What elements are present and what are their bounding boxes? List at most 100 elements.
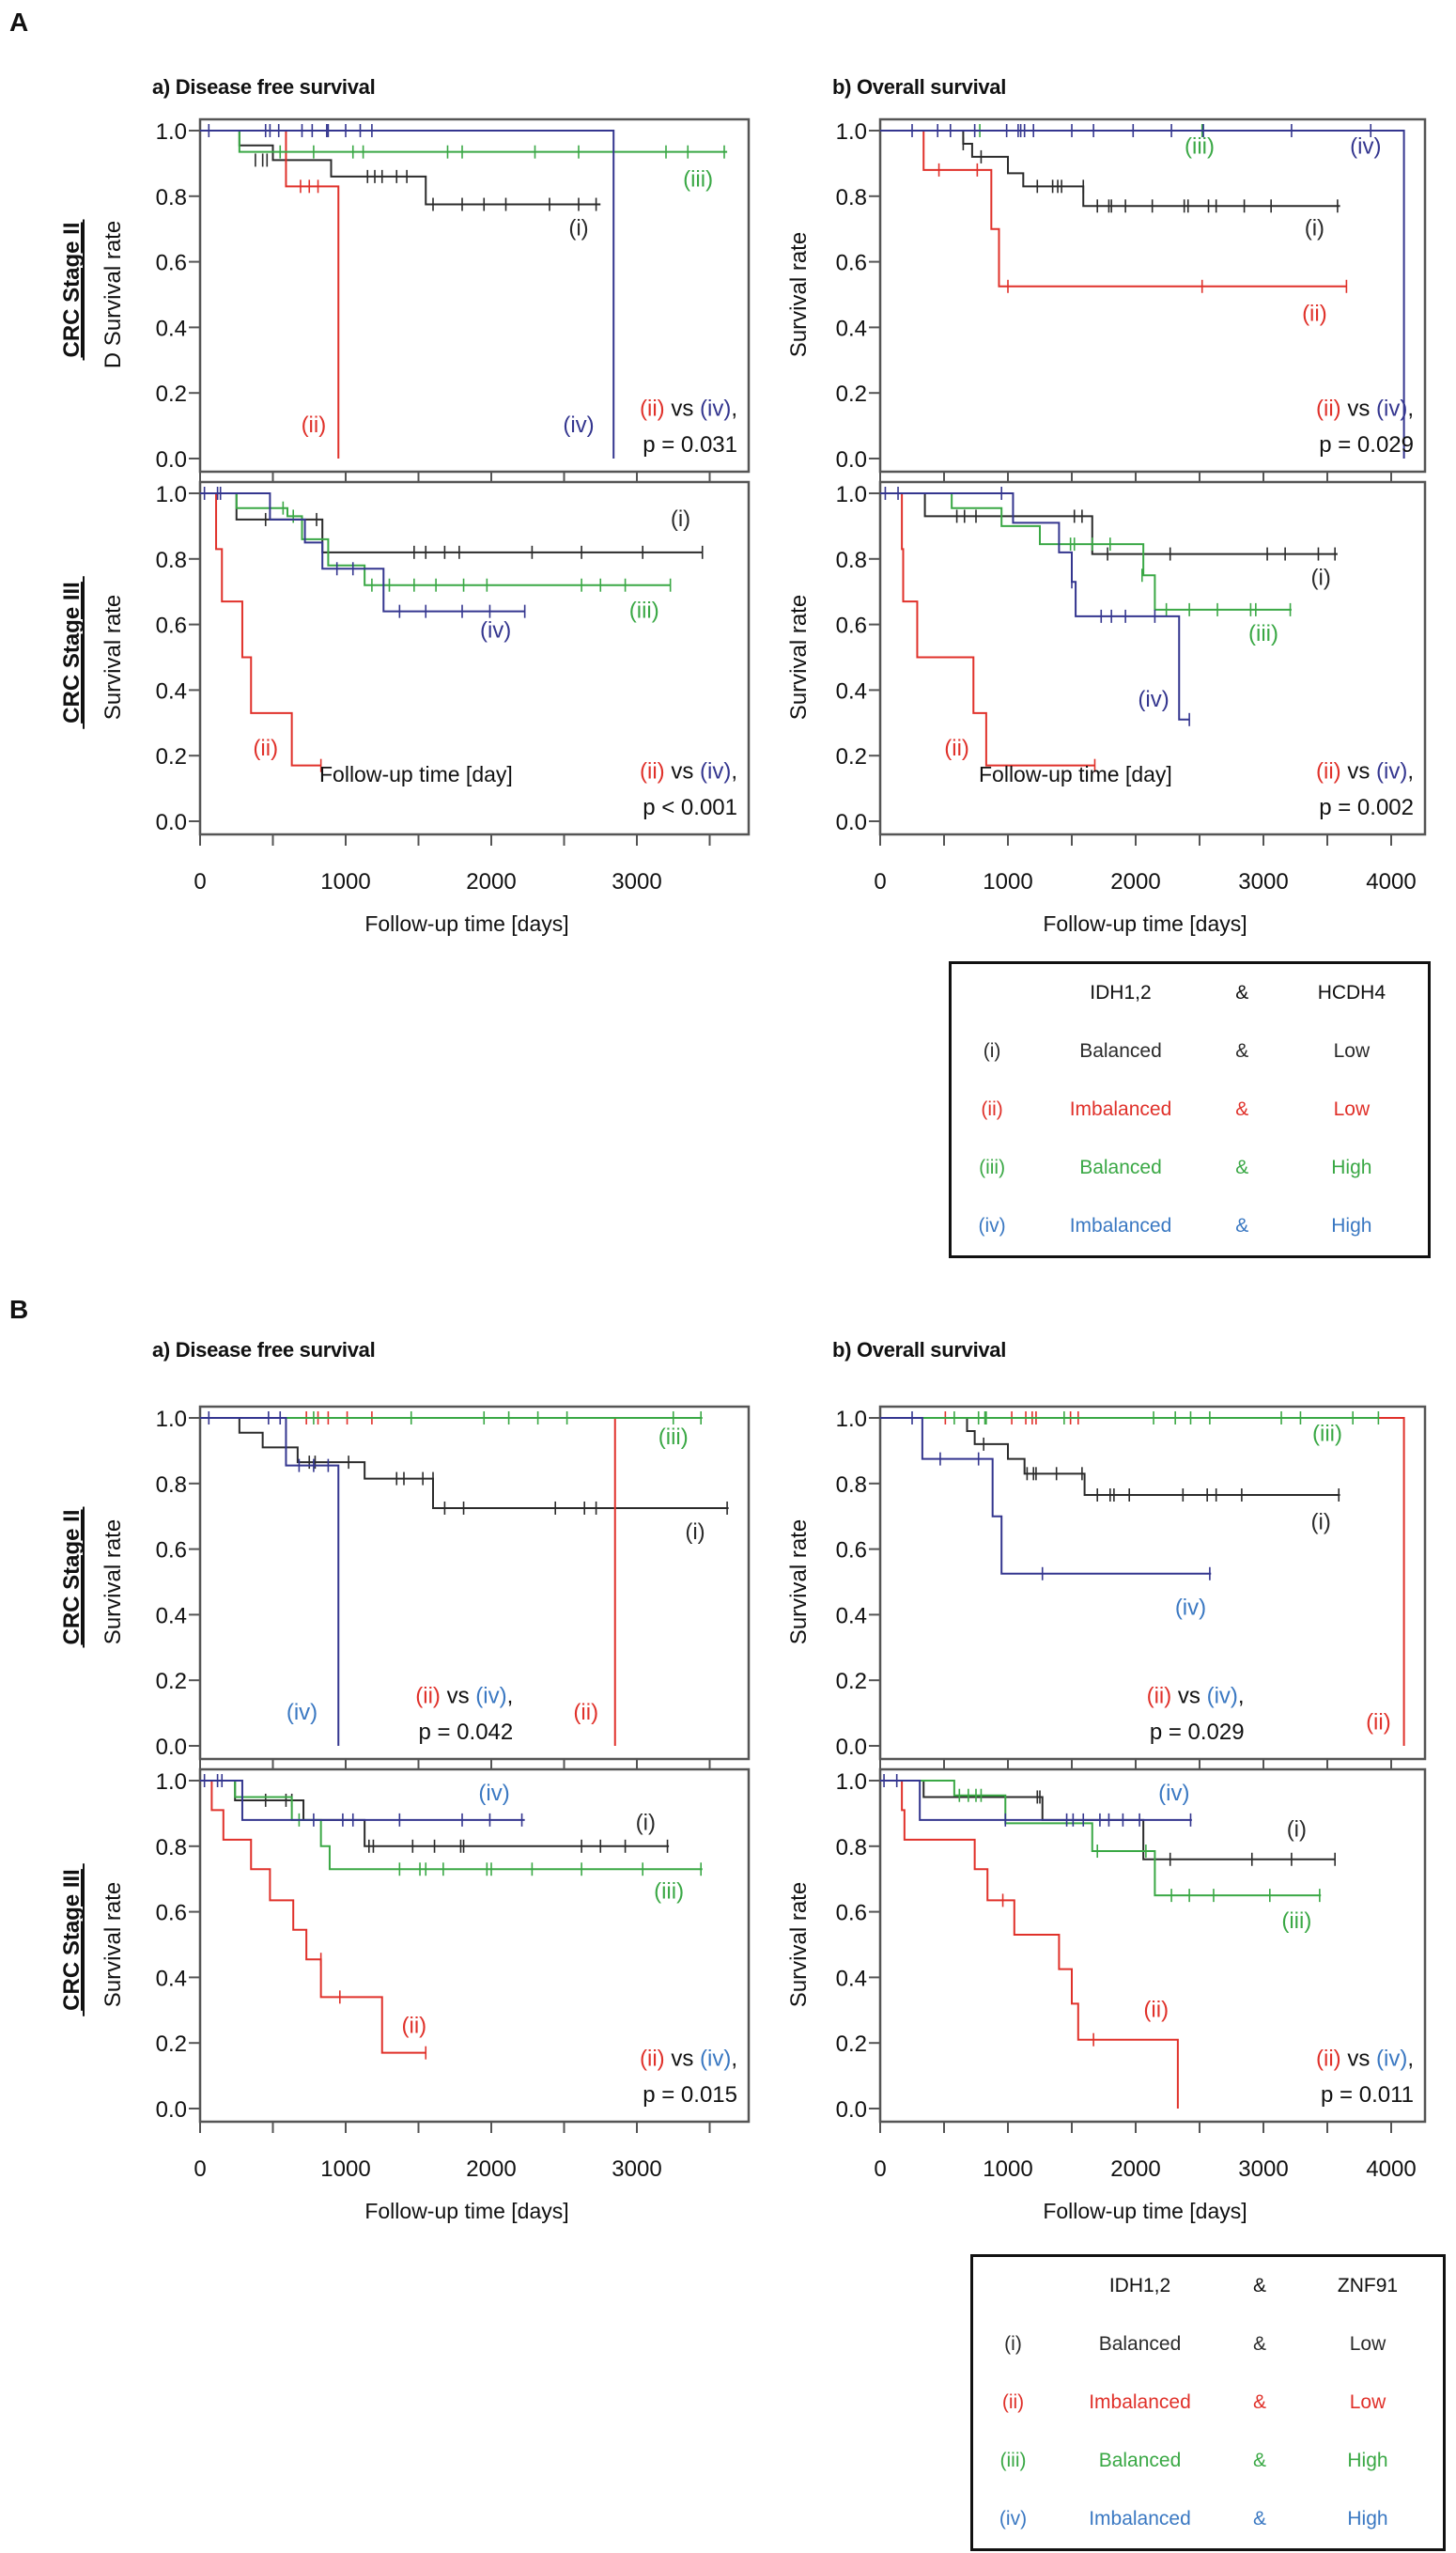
y-axis-label: Survival rate [786,1519,812,1644]
curve-label: (i) [1305,216,1324,241]
y-tick-label: 0.0 [836,810,867,835]
comparison-group-a: (ii) [640,759,665,785]
y-tick-label: 0.8 [156,1835,187,1860]
x-tick-label: 4000 [1366,869,1416,895]
plot-frame [198,1767,751,2124]
comparison-group-b: (iv) [1376,759,1407,785]
chart-a-dfs-stage2: 0.0 0.2 0.4 0.6 0.8 1.0 D Survival rate CRC Sta… [59,117,751,483]
x-tick-label: 1000 [983,869,1032,895]
chart-b-dfs-stage2: 0.0 0.2 0.4 0.6 0.8 1.0 Survival rate CRC Stage… [59,1405,751,1770]
plot-frame [878,480,1427,836]
legend-cell: & [1235,1157,1249,1178]
row-label: CRC Stage III [59,582,85,724]
y-tick-label: 0.8 [156,1472,187,1498]
comparison-group-b: (iv) [475,1684,506,1709]
curve-label: (ii) [1302,301,1327,326]
comparison-vs: vs [665,397,700,422]
legend-row: (ii) Imbalanced & Low [973,2374,1443,2432]
survival-curve-iv [880,1417,1212,1575]
y-tick-label: 0.2 [836,744,867,770]
curve-label: (iv) [563,413,594,438]
legend-cell: & [1252,2450,1266,2471]
comparison-vs: vs [441,1684,475,1709]
curve-label: (iv) [480,618,511,644]
comparison-group-a: (ii) [1316,759,1341,785]
y-tick-label: 0.0 [836,447,867,473]
x-tick-label: 3000 [612,2156,661,2182]
legend-row: (iii) Balanced & High [952,1139,1428,1197]
comparison-label: (ii) vs (iv), [640,759,737,785]
figure-b-title-dfs: a) Disease free survival [152,1338,376,1362]
y-tick-label: 1.0 [836,1769,867,1795]
legend-cell: (iii) [979,1157,1006,1178]
y-axis-label: Survival rate [101,1882,126,2007]
y-tick-label: 1.0 [836,119,867,145]
legend-cell: & [1252,2333,1266,2355]
curve-label: (iv) [1158,1781,1189,1806]
survival-curve-iii [880,492,1292,611]
inner-axis-label: Follow-up time [day] [979,762,1172,786]
survival-curve-ii [880,130,1347,288]
y-tick-label: 0.8 [836,548,867,573]
y-tick-label: 0.4 [836,1603,867,1628]
survival-curve-i [880,1417,1340,1497]
legend-cell: HCDH4 [1317,982,1386,1004]
survival-curve-iii [880,1780,1322,1897]
p-value: p = 0.031 [643,432,737,458]
p-value: p = 0.029 [1319,432,1414,458]
y-tick-label: 1.0 [156,1407,187,1432]
y-tick-label: 1.0 [156,119,187,145]
comparison-group-a: (ii) [1147,1684,1172,1709]
x-axis-label: Follow-up time [days] [364,2199,568,2223]
legend-cell: & [1235,1215,1249,1237]
legend-cell: (iv) [978,1215,1006,1237]
plot-frame [878,1767,1427,2124]
comparison-label: (ii) vs (iv), [415,1684,513,1709]
y-tick-label: 0.8 [156,185,187,210]
comparison-label: (ii) vs (iv), [1147,1684,1245,1709]
legend-cell: (i) [1004,2333,1022,2355]
chart-a-os-stage2: 0.0 0.2 0.4 0.6 0.8 1.0 Survival rate (iii) (iv)… [786,117,1427,483]
legend-cell: (ii) [981,1098,1003,1120]
row-label: CRC Stage III [59,1869,85,2011]
comparison-vs: vs [1341,2047,1376,2072]
curve-label: (ii) [1366,1710,1391,1736]
curve-label: (i) [1287,1816,1307,1842]
figure-b-label: B [9,1295,29,1324]
y-tick-label: 0.6 [156,251,187,276]
y-tick-label: 0.2 [156,2032,187,2057]
x-tick-label: 0 [874,869,886,895]
legend-row: (iv) Imbalanced & High [973,2490,1443,2548]
curve-label: (i) [1311,566,1331,591]
y-tick-label: 1.0 [156,482,187,507]
legend-cell: IDH1,2 [1108,2275,1171,2296]
legend-row: (i) Balanced & Low [973,2315,1443,2374]
y-tick-label: 0.6 [836,614,867,639]
legend-cell: & [1252,2508,1266,2530]
legend-cell: & [1252,2391,1266,2413]
comparison-comma: , [1238,1684,1245,1709]
legend-header-row: IDH1,2 & ZNF91 [973,2257,1443,2315]
comparison-label: (ii) vs (iv), [1316,2047,1414,2072]
x-axis-label: Follow-up time [days] [1043,911,1247,936]
curve-label: (ii) [253,736,278,761]
legend-cell: Imbalanced [1069,1098,1172,1120]
comparison-group-a: (ii) [1316,397,1341,422]
curve-label: (iii) [654,1879,684,1905]
survival-curve-iv [880,130,1405,459]
comparison-group-b: (iv) [700,397,731,422]
y-tick-label: 0.4 [156,316,187,341]
comparison-comma: , [507,1684,514,1709]
legend-cell: Balanced [1098,2333,1182,2355]
comparison-vs: vs [1341,397,1376,422]
legend-cell: Imbalanced [1089,2508,1191,2530]
comparison-label: (ii) vs (iv), [1316,397,1414,422]
y-tick-label: 0.8 [156,548,187,573]
y-tick-label: 0.4 [156,1603,187,1628]
plot-frame [198,480,751,836]
x-tick-label: 1000 [320,869,370,895]
survival-curve-ii [880,1417,1405,1746]
legend-cell: IDH1,2 [1090,982,1152,1004]
figure-a-label: A [9,8,29,37]
row-label: CRC Stage II [59,222,85,357]
